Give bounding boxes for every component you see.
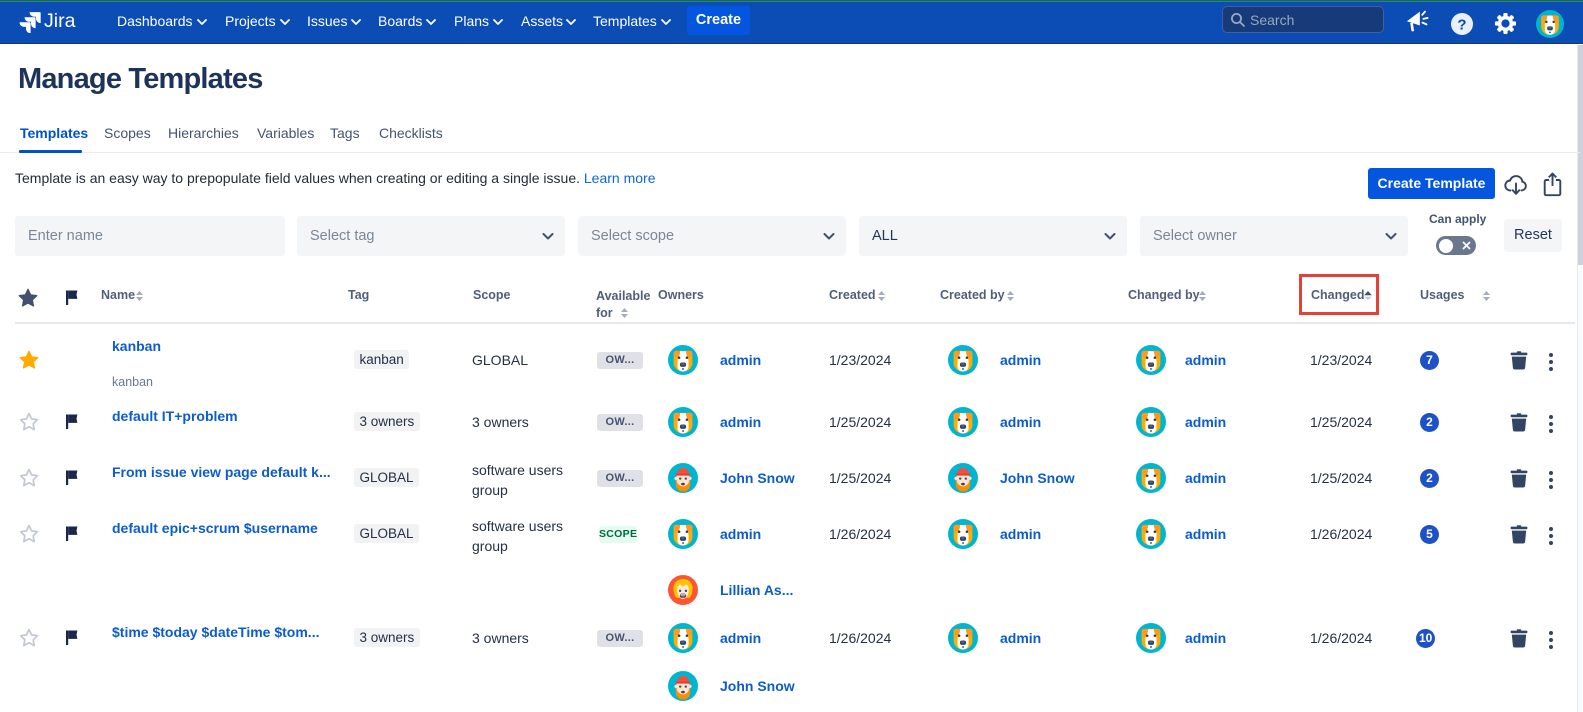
svg-text:?: ? xyxy=(1457,17,1466,34)
